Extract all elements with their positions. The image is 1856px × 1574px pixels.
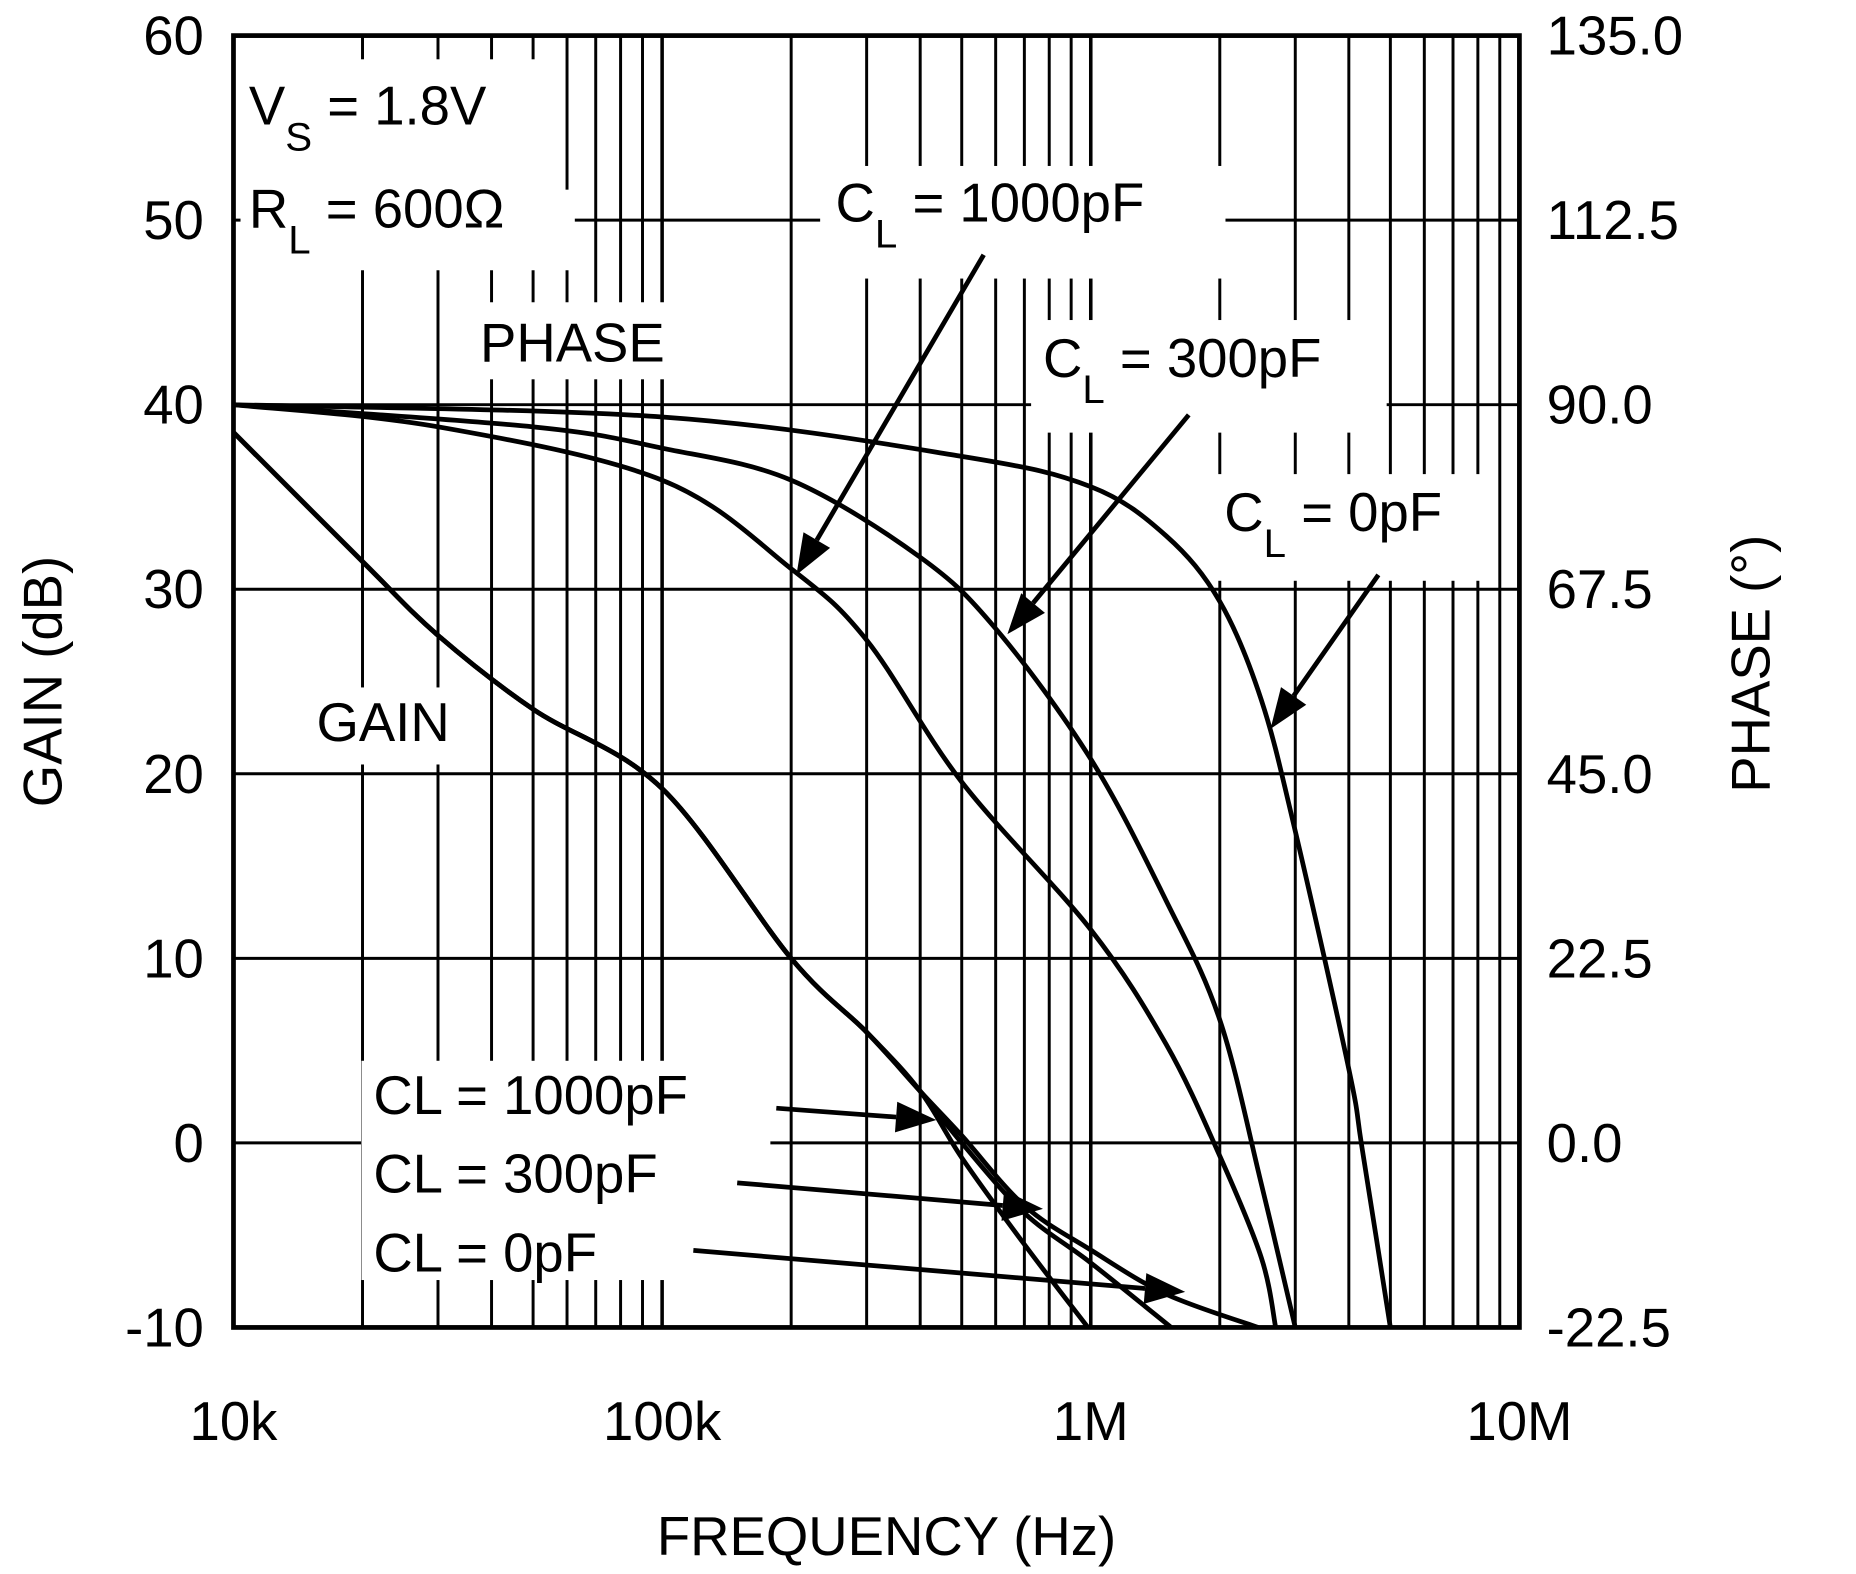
y-axis-label: GAIN (dB) <box>13 556 74 807</box>
y2-tick-label: 67.5 <box>1547 559 1653 620</box>
phase-curve-5 <box>233 402 1393 1328</box>
gain-group-label: GAIN <box>316 692 449 753</box>
arrow-head <box>894 1101 937 1133</box>
y2-tick-label: 90.0 <box>1547 375 1653 436</box>
y-tick-label: -10 <box>125 1297 204 1358</box>
y2-tick-label: 112.5 <box>1547 190 1679 251</box>
y-tick-label: 30 <box>143 559 204 620</box>
arrow-shaft <box>693 1248 1146 1291</box>
y-tick-label: 60 <box>143 6 204 67</box>
arrow-shaft <box>736 1180 1004 1208</box>
label-background <box>240 189 575 271</box>
gain-label-300pf: CL = 300pF <box>373 1143 657 1204</box>
y-tick-label: 50 <box>143 190 204 251</box>
x-tick-label: 100k <box>603 1391 722 1452</box>
phase-group-label: PHASE <box>480 313 665 374</box>
y2-tick-label: 22.5 <box>1547 928 1653 989</box>
phase-curve-4 <box>233 402 1298 1328</box>
y2-tick-label: -22.5 <box>1547 1297 1671 1358</box>
y-tick-label: 20 <box>143 744 204 805</box>
y-tick-label: 40 <box>143 375 204 436</box>
label-background <box>361 1060 771 1281</box>
arrow-head <box>1143 1273 1186 1304</box>
plot-frame <box>231 33 1522 1330</box>
label-background <box>1031 320 1387 433</box>
y-tick-label: 10 <box>143 928 204 989</box>
arrow-shaft <box>1031 413 1191 605</box>
label-background <box>302 687 486 765</box>
phase-label-300pf: CL = 300pF <box>1043 328 1321 412</box>
annotation-arrows <box>693 253 1381 1304</box>
gain-curve-2 <box>231 430 1260 1330</box>
x-tick-label: 10k <box>190 1391 279 1452</box>
label-background <box>820 165 1226 279</box>
arrow-shaft <box>814 253 986 542</box>
arrow-head <box>1270 687 1307 729</box>
phase-label-1000pf: CL = 1000pF <box>836 173 1145 257</box>
phase-curve-3 <box>233 402 1278 1328</box>
x-axis-label: FREQUENCY (Hz) <box>657 1506 1116 1567</box>
arrow-head <box>796 532 831 575</box>
y2-axis-label: PHASE (°) <box>1720 535 1781 793</box>
arrow-head <box>1007 593 1045 635</box>
tick-labels: 60 50 40 30 20 10 0 -10 135.0 112.5 90.0 67.5 45.0 22… <box>125 6 1683 1452</box>
y2-tick-label: 0.0 <box>1547 1113 1623 1174</box>
arrow-shaft <box>1291 573 1381 698</box>
label-background <box>1214 474 1494 581</box>
gain-label-0pf: CL = 0pF <box>373 1223 597 1284</box>
arrow-shaft <box>776 1105 897 1120</box>
y2-tick-label: 135.0 <box>1547 6 1683 67</box>
label-background <box>468 302 712 380</box>
x-tick-label: 10M <box>1466 1391 1572 1452</box>
y-tick-label: 0 <box>174 1113 204 1174</box>
label-backgrounds <box>240 59 1494 1281</box>
vs-condition: VS = 1.8V <box>249 75 487 159</box>
y2-tick-label: 45.0 <box>1547 744 1653 805</box>
arrow-head <box>1001 1190 1043 1221</box>
rl-condition: RL = 600Ω <box>249 179 505 263</box>
phase-label-0pf: CL = 0pF <box>1224 482 1442 566</box>
gain-label-1000pf: CL = 1000pF <box>373 1065 688 1126</box>
x-tick-label: 1M <box>1053 1391 1129 1452</box>
curves <box>231 402 1393 1330</box>
